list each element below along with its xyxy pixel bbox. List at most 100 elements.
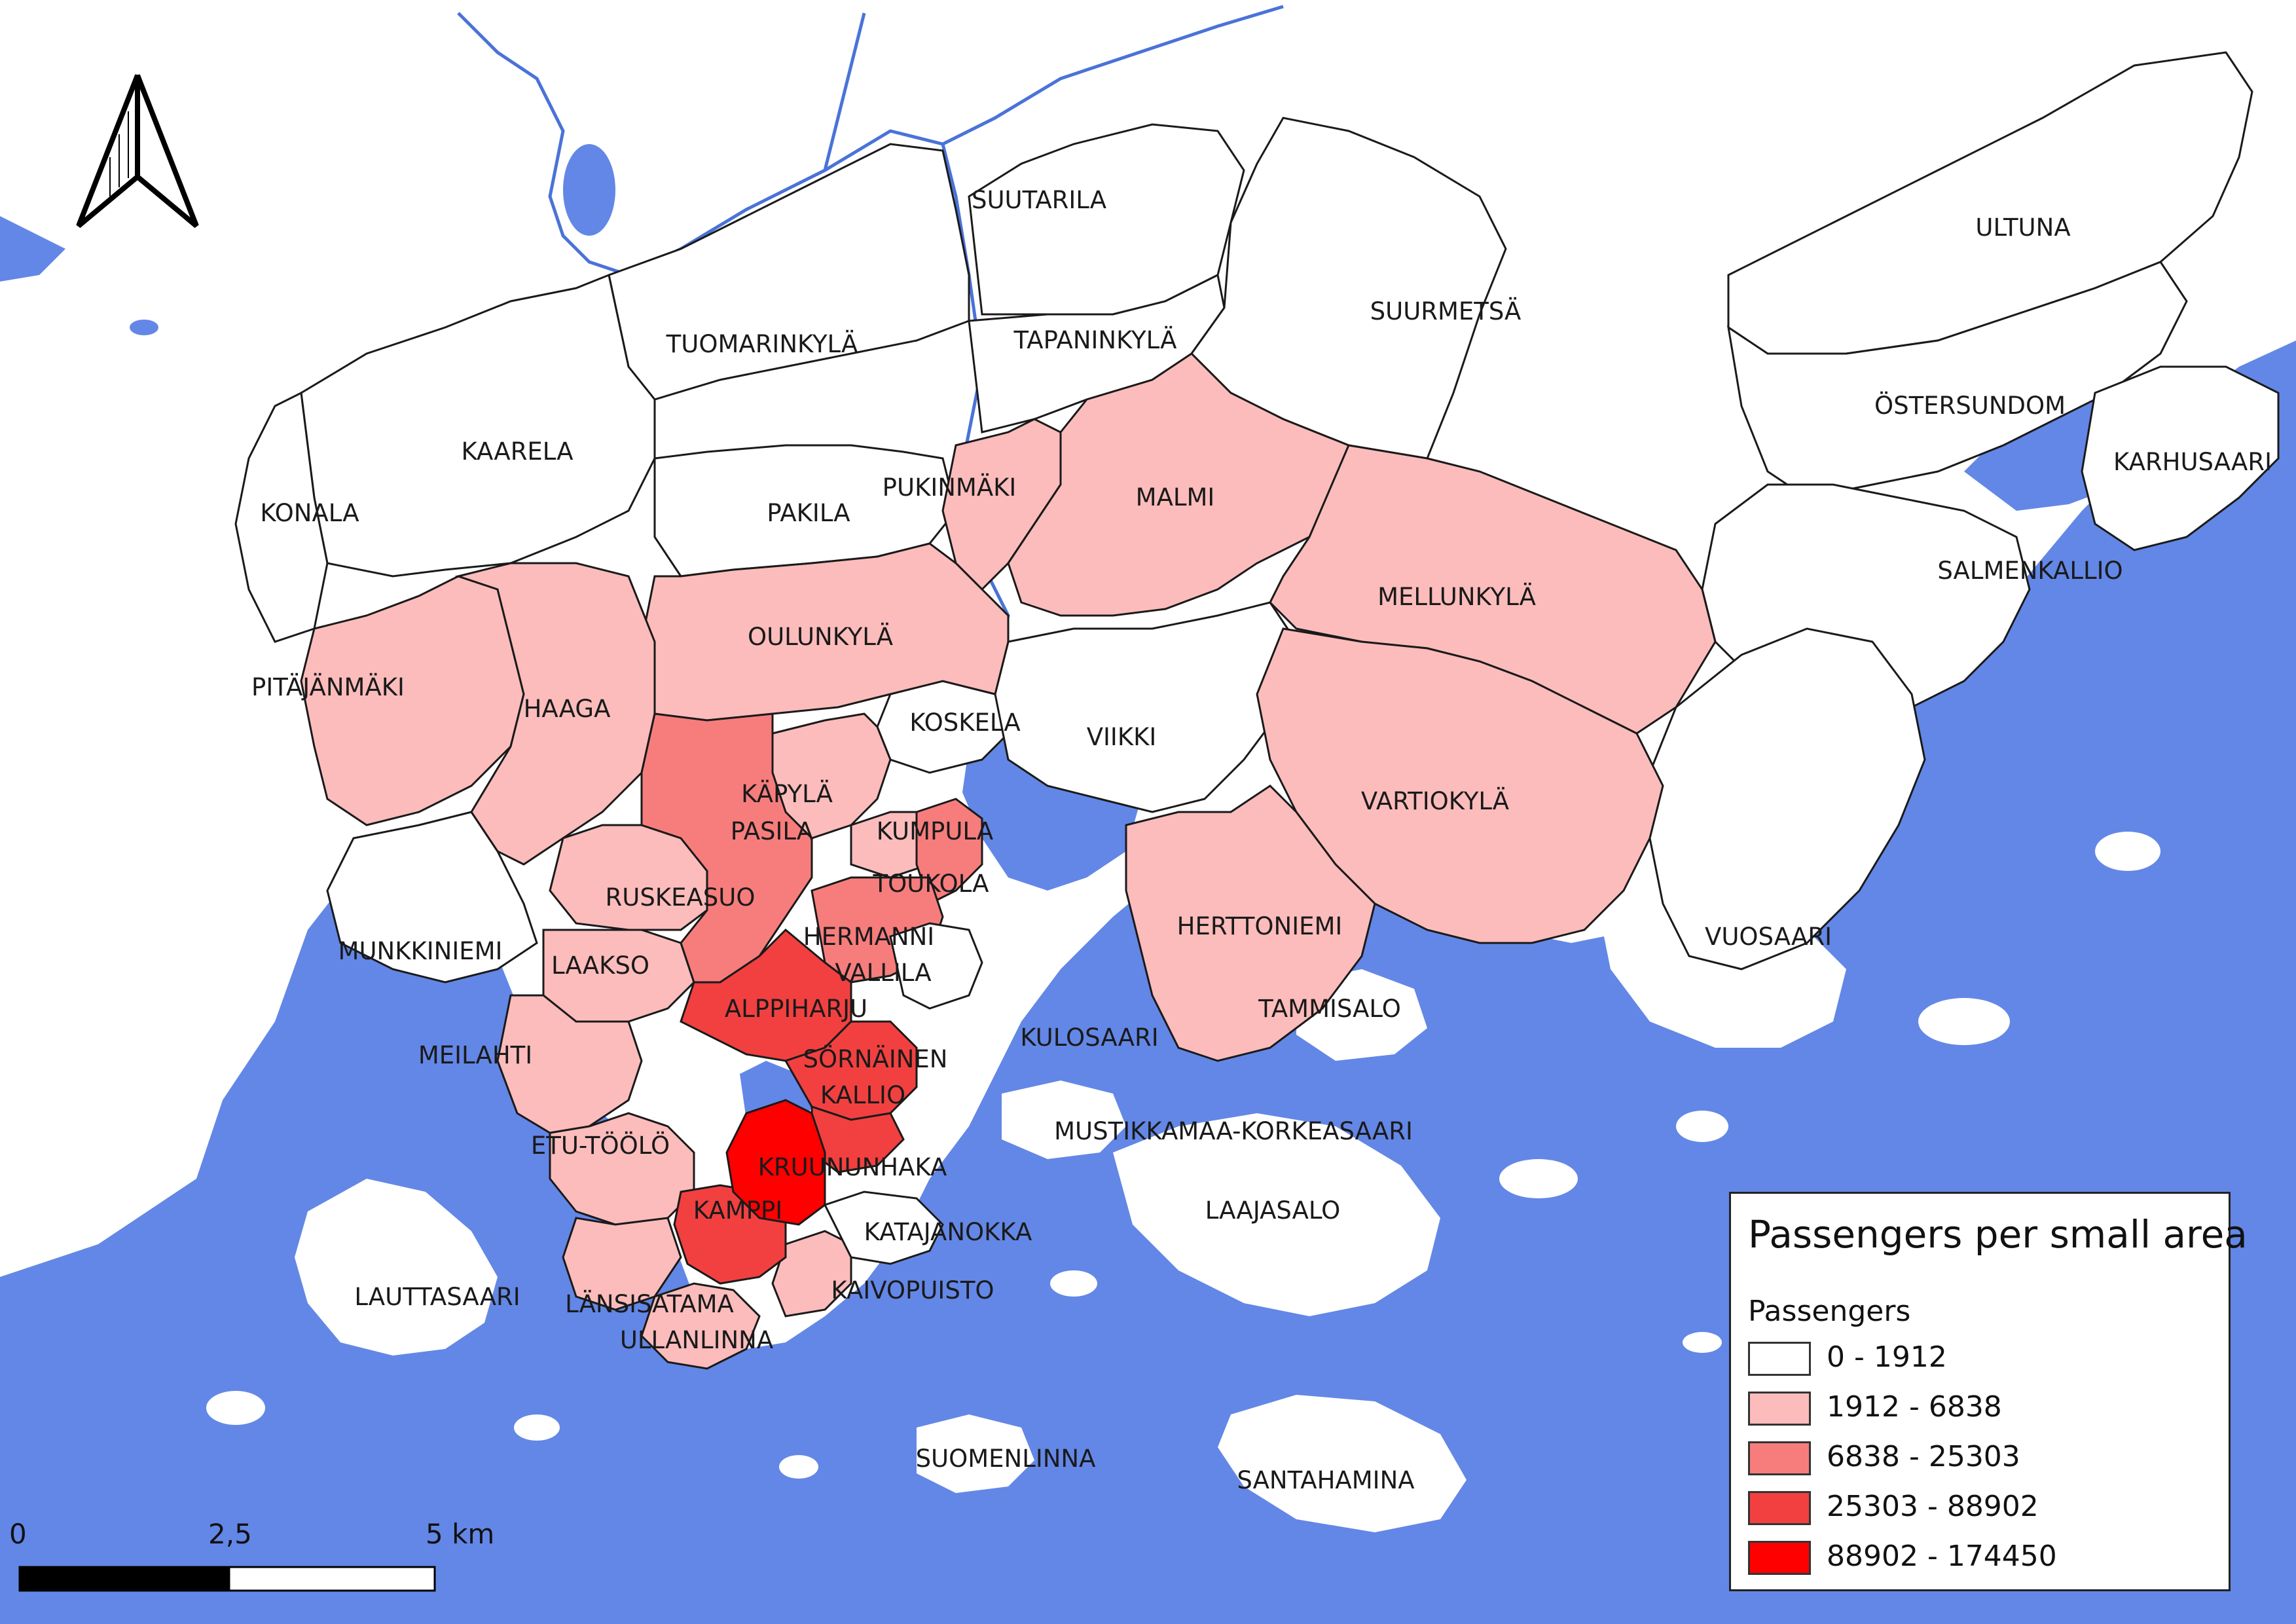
river-branch-north xyxy=(823,12,866,171)
region-label: RUSKEASUO xyxy=(606,883,756,912)
islet-7 xyxy=(206,1391,265,1425)
region-label: MUSTIKKAMAA-KORKEASAARI xyxy=(1054,1117,1413,1145)
sea-northwest-bay xyxy=(0,216,65,282)
region-label: SALMENKALLIO xyxy=(1937,557,2123,585)
scale-bar-black-segment xyxy=(18,1566,230,1592)
islet-5 xyxy=(1918,998,2010,1045)
district-labels: SUUTARILA ULTUNA TUOMARINKYLÄ TAPANINKYL… xyxy=(251,186,2272,1494)
region-label: ULLANLINNA xyxy=(620,1326,773,1354)
islet-10 xyxy=(1683,1332,1722,1353)
island-suomenlinna xyxy=(917,1414,1034,1493)
legend-swatch xyxy=(1748,1491,1811,1525)
region-label: KOSKELA xyxy=(909,709,1020,737)
region-label: OULUNKYLÄ xyxy=(748,623,893,651)
district-munkkiniemi xyxy=(326,811,538,984)
district-tuomarinkyla xyxy=(608,143,970,401)
region-label: KÄPYLÄ xyxy=(741,780,833,808)
legend-swatch xyxy=(1748,1441,1811,1475)
legend-swatch xyxy=(1748,1392,1811,1426)
region-label: LAAKSO xyxy=(551,951,649,980)
legend-item: 88902 - 174450 xyxy=(1748,1537,2219,1578)
islet-3 xyxy=(1499,1159,1578,1198)
district-kruununhaka xyxy=(725,1099,826,1226)
region-label: MELLUNKYLÄ xyxy=(1377,583,1536,611)
region-label: ÖSTERSUNDOM xyxy=(1874,392,2066,420)
region-label: KALLIO xyxy=(820,1081,905,1109)
district-meilahti xyxy=(496,994,643,1134)
region-label: PASILA xyxy=(731,817,813,845)
region-label: HAAGA xyxy=(524,695,611,723)
island-lauttasaari xyxy=(295,1179,498,1356)
north-arrow-icon xyxy=(76,74,199,229)
region-label: VARTIOKYLÄ xyxy=(1361,787,1509,815)
region-label: MUNKKINIEMI xyxy=(338,937,503,965)
legend-item: 0 - 1912 xyxy=(1748,1338,2219,1378)
district-vallila xyxy=(889,922,983,1010)
region-label: SÖRNÄINEN xyxy=(803,1045,948,1073)
district-ullanlinna xyxy=(640,1282,761,1370)
legend-subtitle: Passengers xyxy=(1748,1295,1911,1328)
region-label: KAMPPI xyxy=(693,1196,782,1225)
district-herttoniemi xyxy=(1125,784,1376,1062)
region-label: KONALA xyxy=(260,499,359,527)
region-label: HERMANNI xyxy=(803,923,934,951)
legend-label: 25303 - 88902 xyxy=(1827,1490,2039,1523)
region-label: MEILAHTI xyxy=(418,1041,532,1069)
region-label: ALPPIHARJU xyxy=(725,995,867,1023)
region-label: LAUTTASAARI xyxy=(354,1283,520,1311)
region-label: MALMI xyxy=(1136,483,1215,511)
region-label: TOUKOLA xyxy=(873,870,989,898)
region-label: ULTUNA xyxy=(1975,213,2070,242)
region-label: KATAJANOKKA xyxy=(864,1218,1032,1246)
island-santahamina xyxy=(1218,1395,1467,1532)
region-label: SUOMENLINNA xyxy=(916,1445,1096,1473)
legend-label: 6838 - 25303 xyxy=(1827,1440,2020,1473)
lake-north xyxy=(563,144,615,236)
district-konala xyxy=(234,391,329,643)
region-label: SUUTARILA xyxy=(972,186,1106,214)
legend: Passengers per small area Passengers 0 -… xyxy=(1729,1192,2248,1591)
legend-label: 88902 - 174450 xyxy=(1827,1540,2057,1573)
legend-swatch xyxy=(1748,1541,1811,1575)
islet-4 xyxy=(1676,1111,1728,1142)
island-mustikkamaa xyxy=(1002,1080,1126,1159)
scale-bar-white-segment xyxy=(228,1566,436,1592)
region-label: VALLILA xyxy=(835,959,931,987)
region-label: PUKINMÄKI xyxy=(883,473,1017,502)
region-label: TUOMARINKYLÄ xyxy=(666,330,858,358)
region-label: KARHUSAARI xyxy=(2113,448,2272,476)
region-label: PAKILA xyxy=(767,499,850,527)
district-vuosaari xyxy=(1649,627,1926,970)
region-label: HERTTONIEMI xyxy=(1177,912,1343,940)
region-label: SANTAHAMINA xyxy=(1237,1466,1414,1494)
district-toukola xyxy=(915,798,983,906)
legend-label: 0 - 1912 xyxy=(1827,1340,1947,1374)
pond-1 xyxy=(130,320,158,335)
region-label: KAARELA xyxy=(461,437,573,466)
region-label: LÄNSISATAMA xyxy=(565,1290,734,1318)
legend-swatch xyxy=(1748,1342,1811,1376)
scale-label-5km: 5 km xyxy=(426,1518,495,1550)
islet-6 xyxy=(2095,832,2160,871)
region-label: TAMMISALO xyxy=(1258,995,1401,1023)
district-karhusaari xyxy=(2081,365,2280,551)
islet-8 xyxy=(514,1414,560,1441)
scale-label-2-5: 2,5 xyxy=(208,1518,252,1550)
region-label: KUMPULA xyxy=(877,817,993,845)
region-label: KULOSAARI xyxy=(1020,1024,1158,1052)
sea-main xyxy=(0,393,2296,1624)
legend-title: Passengers per small area xyxy=(1748,1212,2248,1257)
district-viikki xyxy=(994,601,1298,813)
legend-item: 1912 - 6838 xyxy=(1748,1388,2219,1428)
islet-9 xyxy=(779,1455,818,1479)
islet-2 xyxy=(1050,1270,1097,1297)
legend-label: 1912 - 6838 xyxy=(1827,1390,2002,1424)
legend-item: 6838 - 25303 xyxy=(1748,1437,2219,1478)
region-label: VIIKKI xyxy=(1087,723,1157,751)
region-label: KAIVOPUISTO xyxy=(831,1276,994,1304)
region-label: VUOSAARI xyxy=(1705,923,1832,951)
region-label: PITÄJÄNMÄKI xyxy=(251,673,405,701)
legend-item: 25303 - 88902 xyxy=(1748,1487,2219,1528)
river-branch-northeast xyxy=(941,5,1284,146)
